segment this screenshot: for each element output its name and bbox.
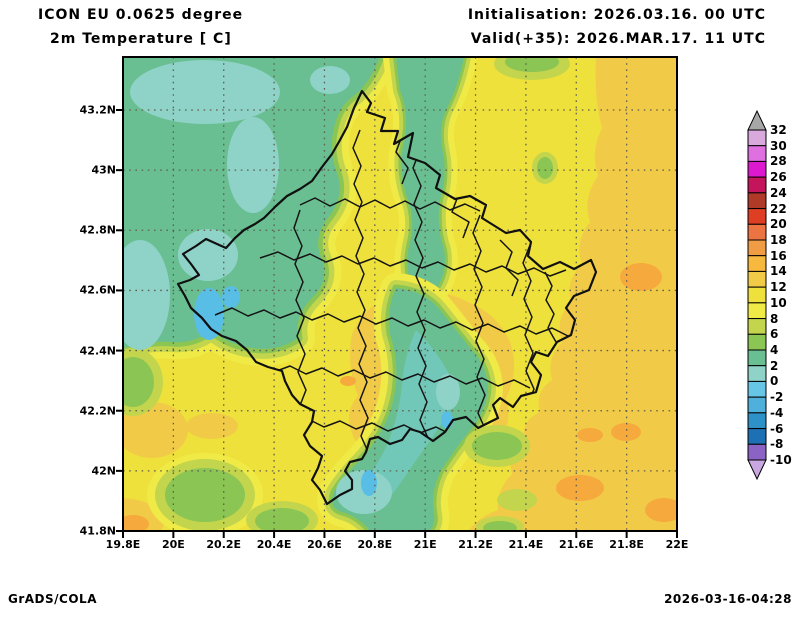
colorbar-tick-label: 2 bbox=[770, 358, 779, 373]
colorbar-tick-label: 10 bbox=[770, 295, 787, 310]
colorbar-segment bbox=[747, 239, 767, 257]
y-tick-label: 41.8N bbox=[79, 524, 116, 538]
valid-time-label: Valid(+35): 2026.MAR.17. 11 UTC bbox=[470, 31, 766, 47]
green-patches bbox=[123, 57, 570, 531]
colorbar-segment bbox=[747, 255, 767, 272]
credit-label: GrADS/COLA bbox=[8, 592, 97, 606]
colorbar-tick-label: -10 bbox=[770, 453, 792, 467]
municipal-boundaries bbox=[214, 119, 569, 455]
x-tick-label: 19.8E bbox=[105, 538, 141, 551]
y-tick-label: 43.2N bbox=[79, 103, 116, 117]
colorbar-tick-label: 28 bbox=[770, 154, 787, 169]
colorbar-tick-label: 16 bbox=[770, 248, 787, 263]
colorbar-segment bbox=[747, 145, 767, 162]
colorbar-segment bbox=[747, 160, 767, 178]
colorbar-tick-label: -2 bbox=[770, 390, 784, 405]
colorbar bbox=[747, 109, 767, 481]
model-title: ICON EU 0.0625 degree bbox=[38, 7, 244, 23]
x-tick-label: 21.4E bbox=[508, 538, 544, 551]
creation-timestamp: 2026-03-16-04:28 bbox=[664, 592, 792, 606]
y-tick-label: 42N bbox=[91, 464, 116, 478]
x-tick-label: 20.6E bbox=[307, 538, 342, 551]
colorbar-segment bbox=[747, 428, 767, 445]
colorbar-tick-label: -6 bbox=[770, 421, 784, 436]
colorbar-segment bbox=[747, 176, 767, 194]
colorbar-tick-label: 24 bbox=[770, 185, 787, 200]
colorbar-over-arrow bbox=[747, 109, 767, 131]
colorbar-segment bbox=[747, 318, 767, 335]
colorbar-tick-label: 0 bbox=[770, 374, 779, 389]
axis-ticks bbox=[116, 109, 678, 538]
colorbar-segment bbox=[747, 270, 767, 288]
colorbar-tick-label: 20 bbox=[770, 217, 787, 232]
colorbar-segment bbox=[747, 396, 767, 414]
y-tick-label: 43N bbox=[91, 163, 116, 177]
colorbar-segment bbox=[747, 380, 767, 398]
colorbar-tick-label: 14 bbox=[770, 264, 787, 279]
y-tick-label: 42.4N bbox=[79, 344, 116, 358]
top-center-cool-tongue bbox=[383, 57, 477, 311]
colorbar-tick-label: 30 bbox=[770, 138, 787, 153]
y-tick-label: 42.2N bbox=[79, 404, 116, 418]
colorbar-segment bbox=[747, 412, 767, 430]
colorbar-segment bbox=[747, 333, 767, 351]
colorbar-tick-label: 4 bbox=[770, 343, 779, 357]
colorbar-segment bbox=[747, 223, 767, 241]
colorbar-under-arrow bbox=[747, 459, 767, 481]
x-tick-label: 20.8E bbox=[357, 538, 393, 551]
x-tick-label: 21.2E bbox=[458, 538, 493, 551]
colorbar-segment bbox=[747, 192, 767, 210]
initialisation-label: Initialisation: 2026.03.16. 00 UTC bbox=[467, 7, 766, 23]
x-tick-label: 21E bbox=[413, 538, 437, 551]
x-tick-label: 21.6E bbox=[558, 538, 594, 551]
x-tick-label: 20E bbox=[161, 538, 185, 551]
colorbar-tick-label: 18 bbox=[770, 233, 787, 247]
colorbar-tick-label: 26 bbox=[770, 170, 787, 185]
colorbar-segment bbox=[747, 208, 767, 225]
x-tick-label: 21.8E bbox=[609, 538, 644, 551]
colorbar-segment bbox=[747, 129, 767, 147]
colorbar-tick-label: 8 bbox=[770, 311, 779, 326]
x-tick-label: 20.2E bbox=[206, 538, 242, 551]
kosovo-outline bbox=[176, 89, 598, 506]
colorbar-segment bbox=[747, 302, 767, 320]
colorbar-tick-label: -8 bbox=[770, 437, 784, 452]
map-frame bbox=[122, 56, 678, 532]
x-tick-label: 22E bbox=[665, 538, 689, 551]
colorbar-tick-label: 22 bbox=[770, 201, 787, 216]
x-tick-label: 20.4E bbox=[256, 538, 292, 551]
temperature-field bbox=[123, 57, 677, 531]
colorbar-segment bbox=[747, 349, 767, 367]
colorbar-tick-label: -4 bbox=[770, 405, 784, 420]
nw-cold-pockets bbox=[123, 60, 350, 350]
colorbar-tick-label: 6 bbox=[770, 327, 779, 342]
variable-title: 2m Temperature [ C] bbox=[50, 31, 232, 47]
colorbar-segment bbox=[747, 286, 767, 304]
colorbar-segment bbox=[747, 443, 767, 461]
y-tick-label: 42.8N bbox=[79, 223, 116, 237]
y-tick-label: 42.6N bbox=[79, 283, 116, 297]
colorbar-tick-label: 12 bbox=[770, 280, 787, 295]
colorbar-tick-label: 32 bbox=[770, 123, 787, 137]
colorbar-segment bbox=[747, 365, 767, 382]
